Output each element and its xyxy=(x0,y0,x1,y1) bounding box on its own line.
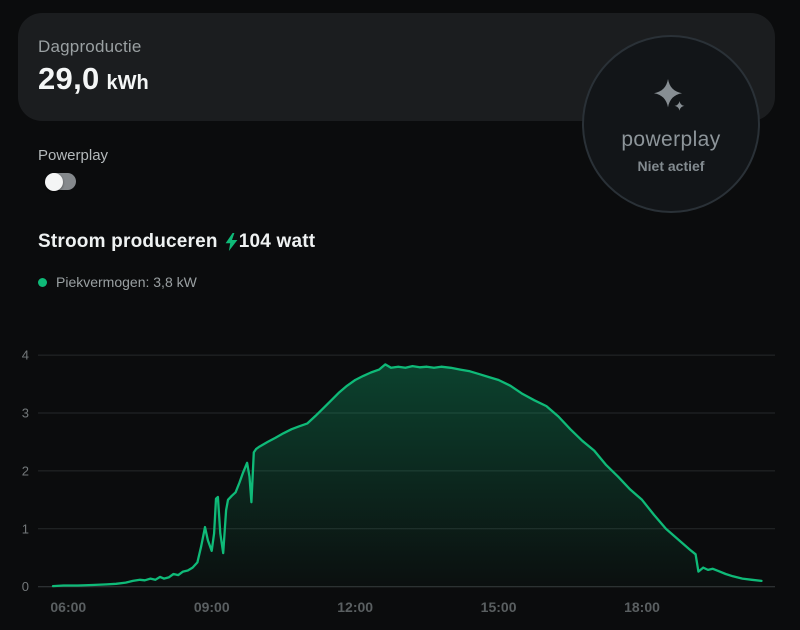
powerplay-status-badge[interactable]: powerplay Niet actief xyxy=(582,35,760,213)
day-production-unit: kWh xyxy=(106,72,149,94)
chart-x-tick-label: 15:00 xyxy=(481,599,517,615)
day-production-number: 29,0 xyxy=(38,61,100,96)
day-production-label: Dagproductie xyxy=(38,37,142,56)
chart-x-tick-label: 09:00 xyxy=(194,599,230,615)
chart-y-tick-label: 3 xyxy=(22,406,29,421)
chart-line xyxy=(51,363,763,588)
chart-y-tick-label: 1 xyxy=(22,521,29,536)
powerplay-badge-title: powerplay xyxy=(621,128,721,151)
toggle-knob-icon xyxy=(45,172,63,191)
powerplay-toggle[interactable] xyxy=(45,172,76,191)
current-power-value: 104 watt xyxy=(238,231,316,252)
chart-y-tick-label: 4 xyxy=(22,348,29,363)
peak-power-label: Piekvermogen: 3,8 kW xyxy=(56,274,197,290)
powerplay-toggle-label: Powerplay xyxy=(38,147,109,164)
chart-y-tick-label: 2 xyxy=(22,463,29,478)
production-chart[interactable]: 0 1 2 3 4 06:00 09:00 12:00 15:00 18:00 xyxy=(0,330,800,630)
producing-heading-text: Stroom produceren xyxy=(38,231,218,252)
chart-area xyxy=(53,364,762,587)
powerplay-badge-status: Niet actief xyxy=(637,158,705,174)
chart-x-tick-label: 12:00 xyxy=(337,599,373,615)
peak-power-legend: Piekvermogen: 3,8 kW xyxy=(38,274,197,290)
sparkle-icon xyxy=(651,79,691,113)
chart-y-tick-label: 0 xyxy=(22,579,29,594)
day-production-value: 29,0 kWh xyxy=(38,61,775,97)
legend-dot-icon xyxy=(38,277,47,287)
chart-x-tick-label: 18:00 xyxy=(624,599,660,615)
producing-heading: Stroom produceren 104 watt xyxy=(38,231,315,253)
lightning-icon xyxy=(225,233,238,251)
chart-x-tick-label: 06:00 xyxy=(50,599,86,615)
